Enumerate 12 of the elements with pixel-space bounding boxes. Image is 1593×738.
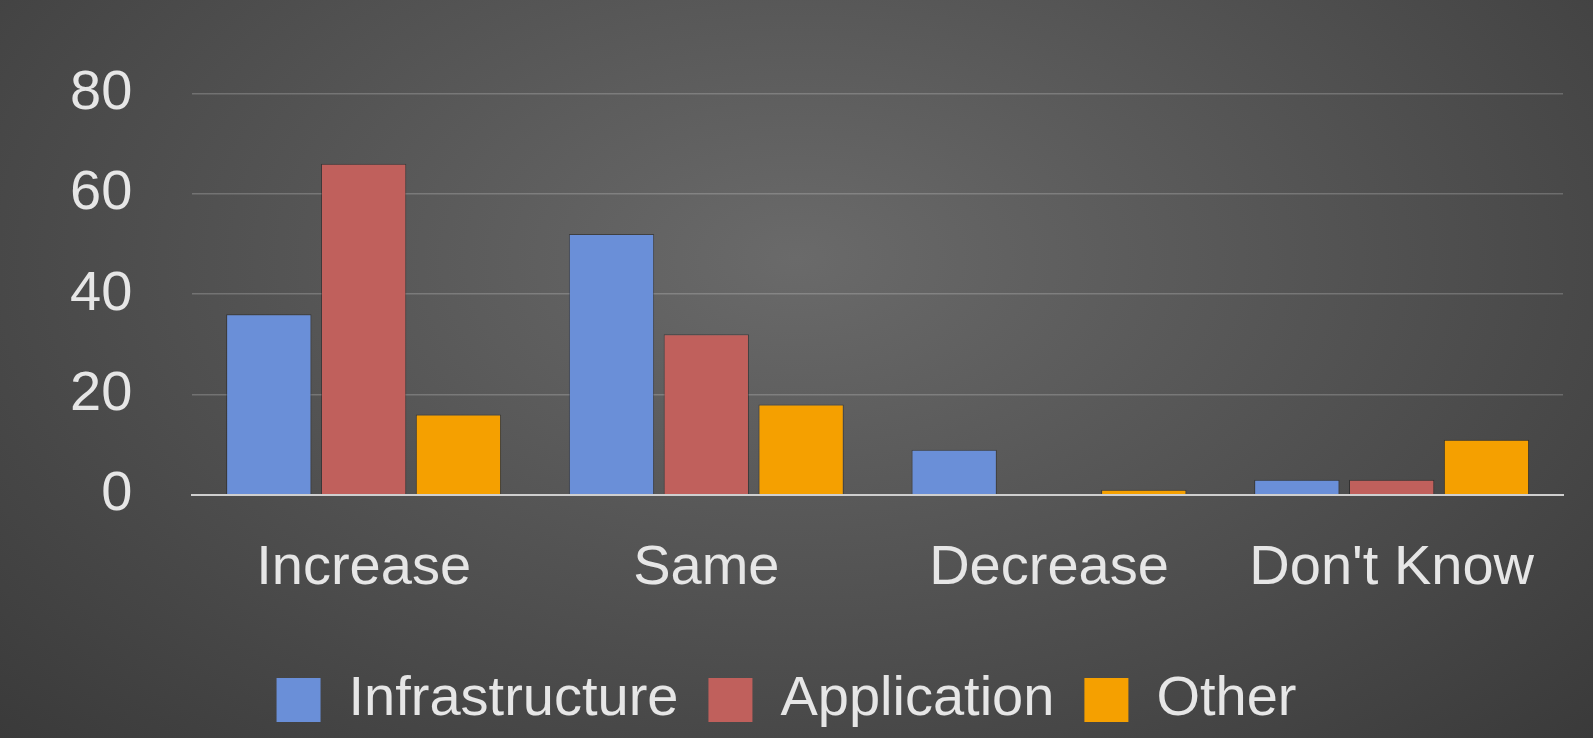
x-tick-label: Decrease bbox=[929, 532, 1169, 596]
legend-label: Infrastructure bbox=[348, 664, 679, 728]
x-tick-label: Don't Know bbox=[1249, 532, 1535, 596]
legend-label: Application bbox=[780, 664, 1055, 728]
x-tick-label: Same bbox=[633, 532, 780, 596]
x-tick-label: Increase bbox=[256, 532, 472, 596]
y-tick-label: 20 bbox=[69, 358, 133, 422]
y-tick-label: 80 bbox=[69, 58, 133, 122]
y-tick-label: 0 bbox=[101, 459, 133, 523]
y-tick-label: 40 bbox=[69, 258, 133, 322]
y-tick-label: 60 bbox=[69, 158, 133, 222]
legend-label: Other bbox=[1156, 664, 1297, 728]
